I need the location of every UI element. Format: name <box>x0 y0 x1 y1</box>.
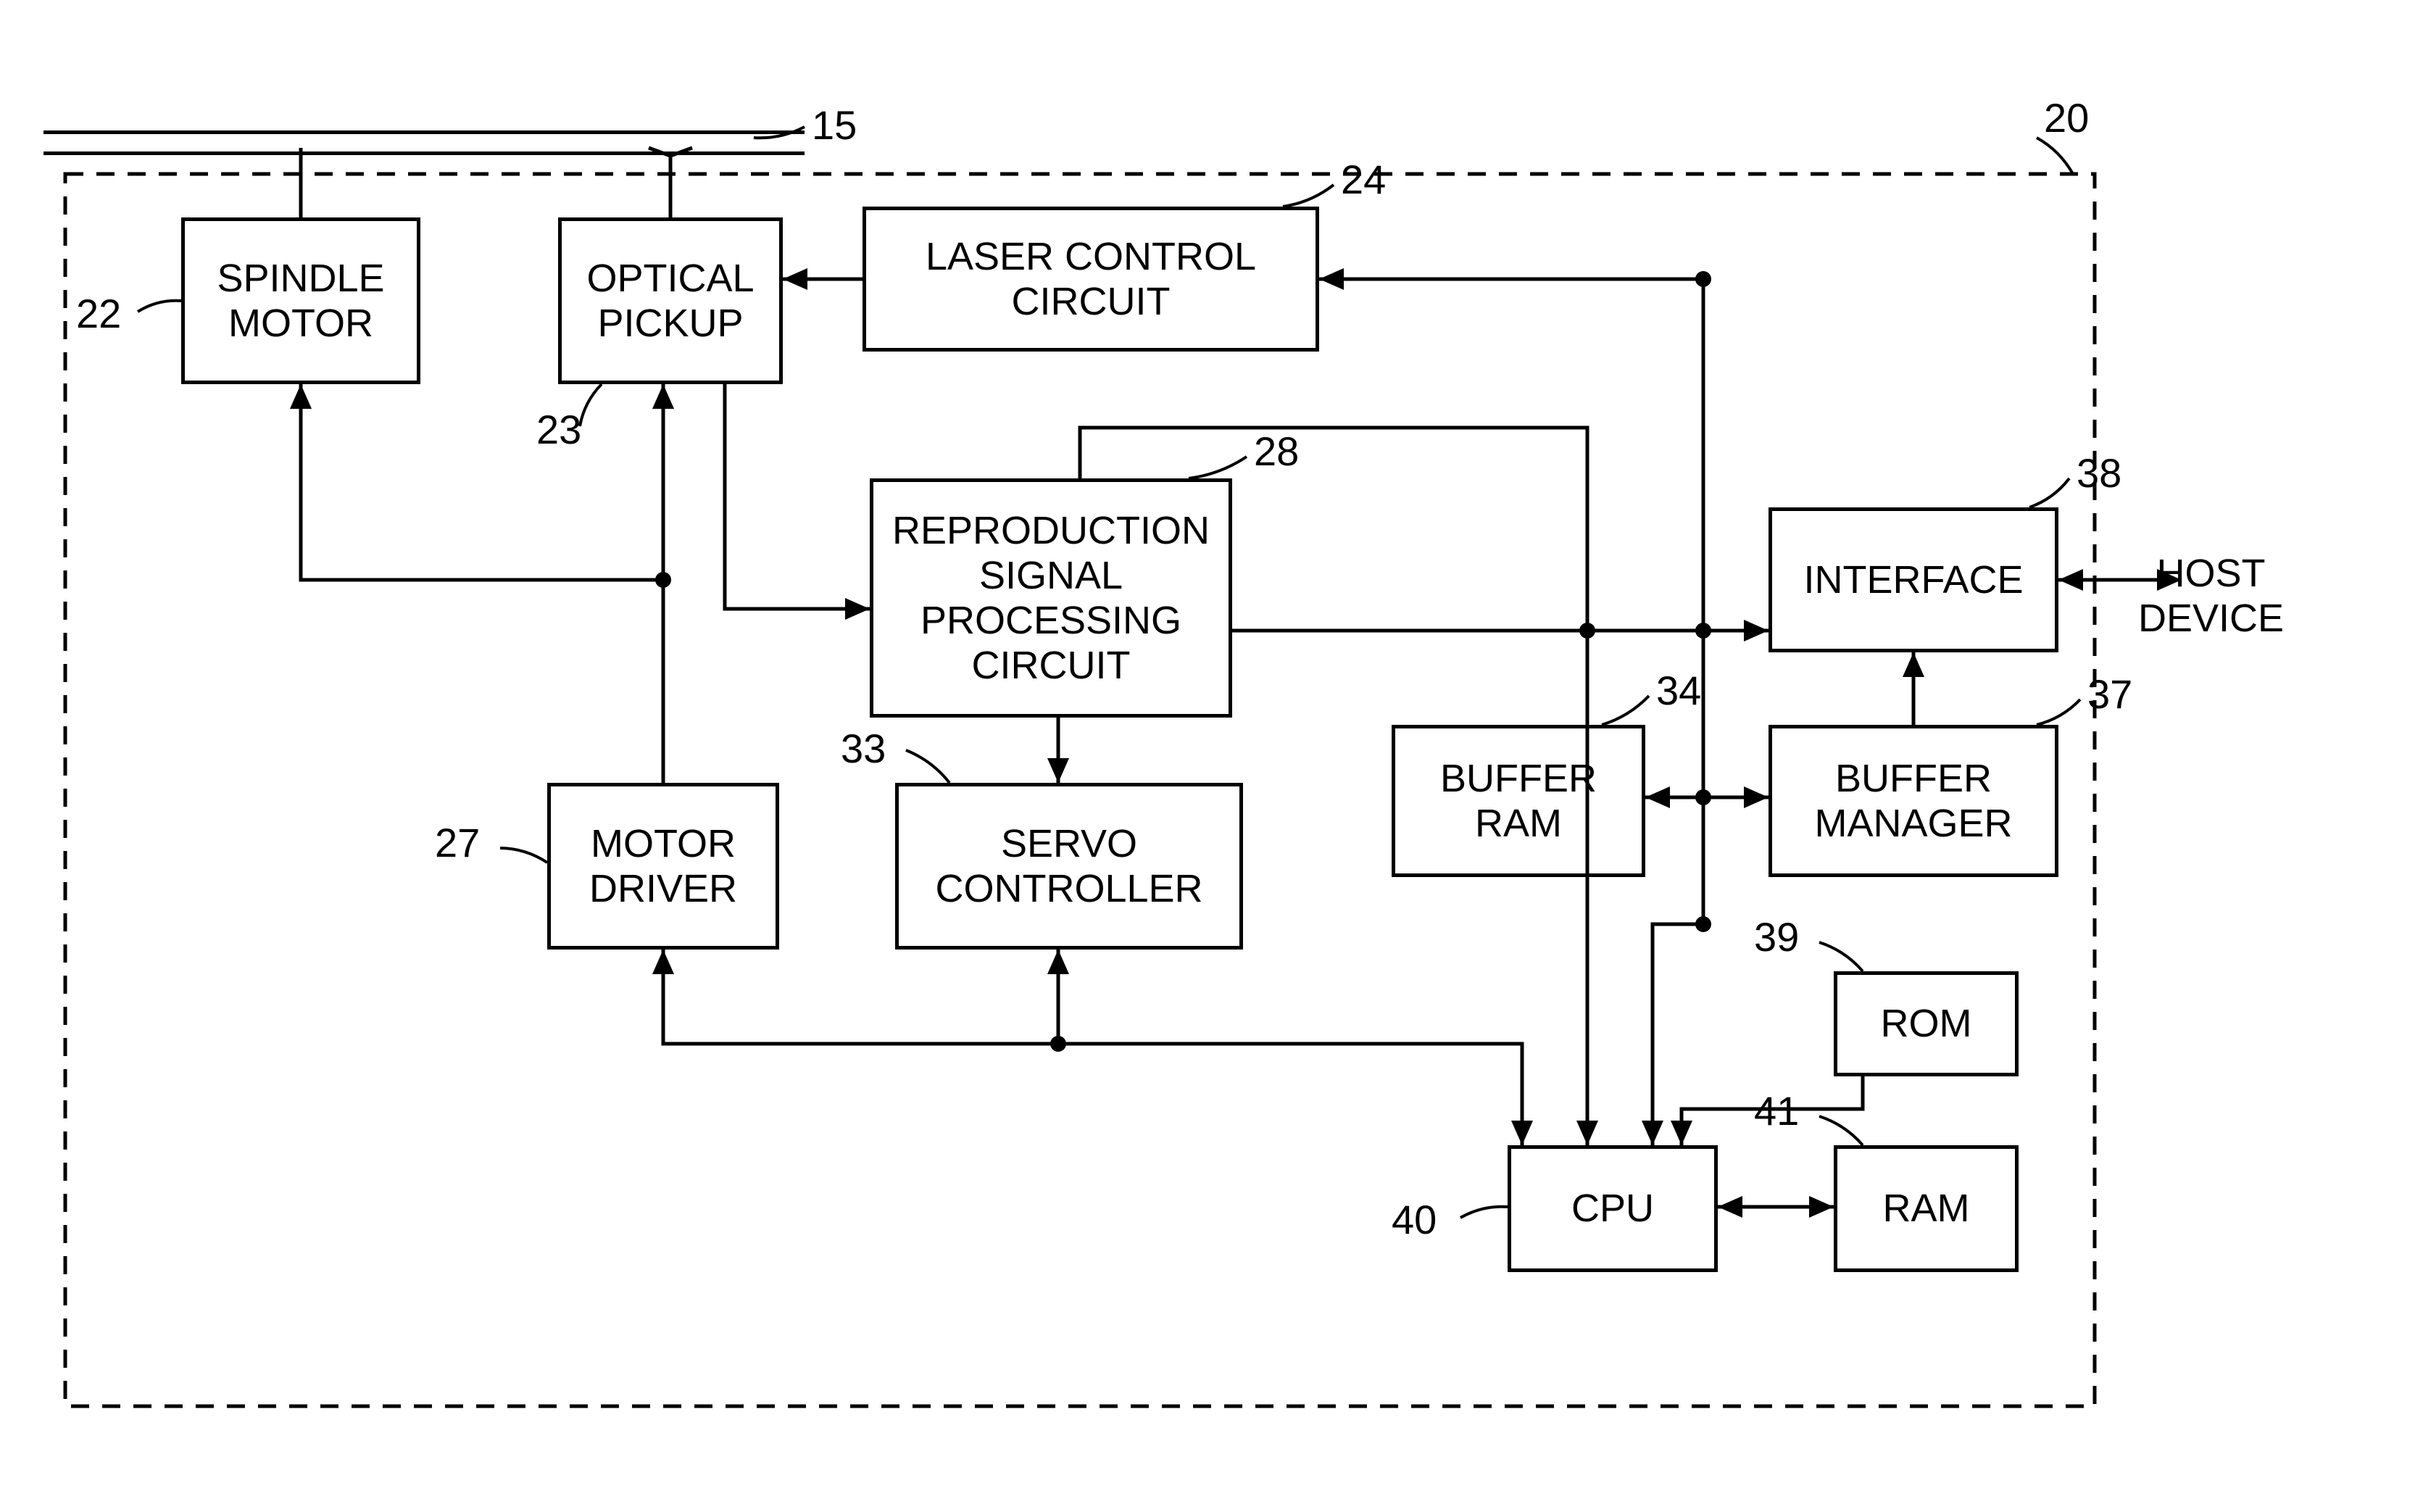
diagram-canvas: { "style": { "bg": "#ffffff", "stroke": … <box>0 0 2423 1512</box>
wires-layer <box>0 0 2423 1512</box>
